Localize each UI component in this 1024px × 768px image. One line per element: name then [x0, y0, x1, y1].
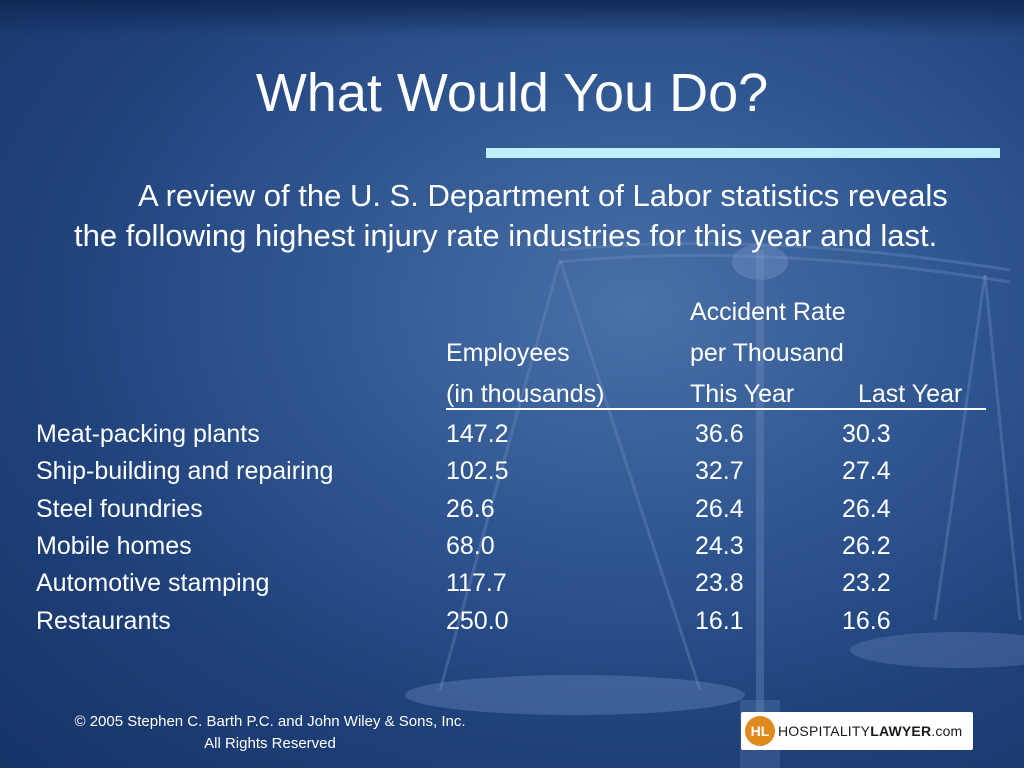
table-row-last-year: 26.4	[842, 495, 891, 523]
table-row-employees: 147.2	[446, 420, 509, 448]
table-row-industry: Ship-building and repairing	[36, 457, 334, 485]
table-row-industry: Meat-packing plants	[36, 420, 260, 448]
table-row-employees: 68.0	[446, 532, 495, 560]
table-row-this-year: 23.8	[695, 569, 744, 597]
header-this-year: This Year	[690, 380, 795, 408]
title-rule	[486, 148, 1000, 158]
table-row-employees: 26.6	[446, 495, 495, 523]
header-per-thousand: per Thousand	[690, 339, 844, 367]
slide-title: What Would You Do?	[255, 63, 769, 123]
table-row-industry: Restaurants	[36, 607, 171, 635]
table-row-last-year: 30.3	[842, 420, 891, 448]
logo-text-suffix: .com	[931, 723, 963, 739]
header-employees: Employees	[446, 339, 570, 367]
footer-copyright: © 2005 Stephen C. Barth P.C. and John Wi…	[74, 713, 466, 730]
footer-rights: All Rights Reserved	[204, 735, 336, 752]
table-row-last-year: 23.2	[842, 569, 891, 597]
table-row-this-year: 16.1	[695, 607, 744, 635]
header-underline	[446, 408, 986, 410]
table-row-this-year: 36.6	[695, 420, 744, 448]
table-row-employees: 102.5	[446, 457, 509, 485]
table-row-employees: 250.0	[446, 607, 509, 635]
table-row-this-year: 26.4	[695, 495, 744, 523]
intro-paragraph: A review of the U. S. Department of Labo…	[74, 178, 948, 253]
table-row-last-year: 26.2	[842, 532, 891, 560]
table-row-last-year: 16.6	[842, 607, 891, 635]
logo-text-light: HOSPITALITY	[778, 723, 871, 739]
hospitality-lawyer-logo: HL HOSPITALITYLAWYER.com	[741, 712, 973, 750]
table-row-industry: Steel foundries	[36, 495, 203, 523]
logo-text: HOSPITALITYLAWYER.com	[778, 723, 962, 739]
top-band	[0, 0, 1024, 36]
table-row-employees: 117.7	[446, 569, 507, 597]
hl-logo-icon: HL	[745, 716, 775, 746]
logo-text-bold: LAWYER	[870, 723, 932, 739]
header-in-thousands: (in thousands)	[446, 380, 605, 408]
table-row-industry: Mobile homes	[36, 532, 192, 560]
table-row-last-year: 27.4	[842, 457, 891, 485]
table-row-industry: Automotive stamping	[36, 569, 270, 597]
table-row-this-year: 24.3	[695, 532, 744, 560]
header-last-year: Last Year	[858, 380, 963, 408]
header-accident-rate: Accident Rate	[690, 298, 846, 326]
footer: © 2005 Stephen C. Barth P.C. and John Wi…	[40, 711, 500, 755]
table-row-this-year: 32.7	[695, 457, 744, 485]
